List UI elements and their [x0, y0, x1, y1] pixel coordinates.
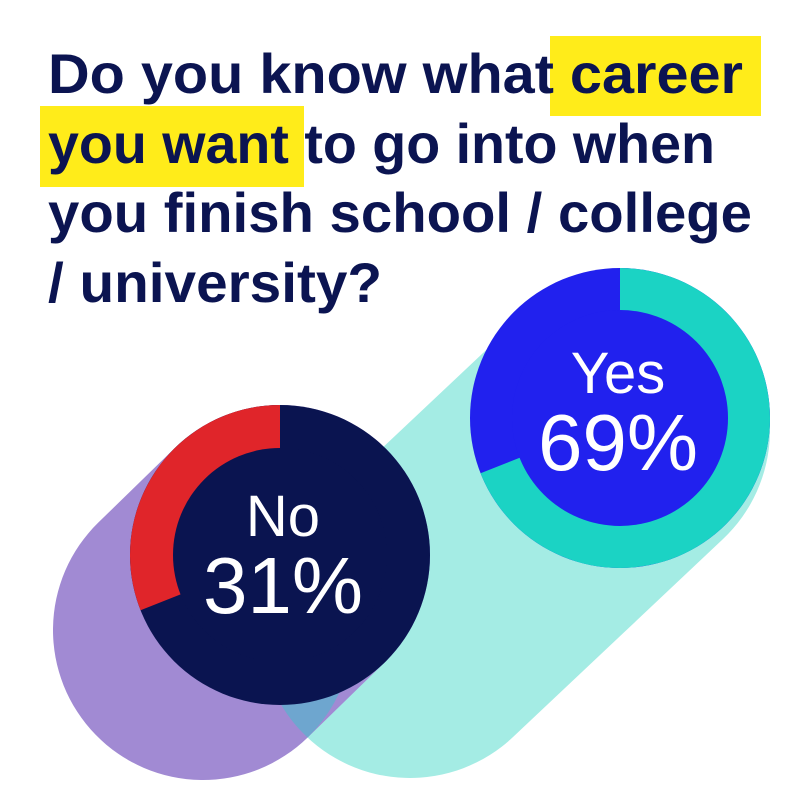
page-title: Do you know what career you want to go i… [48, 42, 752, 314]
no-value-label: 31% [203, 541, 363, 630]
yes-donut-center [512, 310, 728, 526]
label-yes: Yes 69% [538, 341, 698, 487]
yes-label: Yes [571, 341, 666, 406]
title-line-1: Do you know what career [48, 42, 743, 105]
yes-donut [470, 268, 771, 568]
title-line-4: / university? [48, 251, 382, 314]
title-line-2: you want to go into when [48, 112, 715, 175]
label-no: No 31% [203, 484, 363, 630]
title-line-3: you finish school / college [48, 181, 752, 244]
no-donut [129, 405, 430, 705]
highlight-you-want [40, 106, 304, 187]
no-label: No [246, 484, 320, 549]
highlight-career [550, 36, 761, 116]
donuts [129, 268, 771, 705]
yes-value-label: 69% [538, 398, 698, 487]
no-donut-center [173, 448, 387, 662]
